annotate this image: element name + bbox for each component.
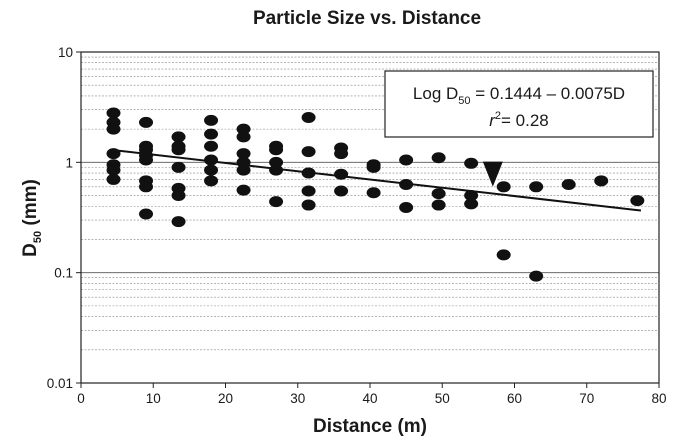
equation-line-1: Log D50 = 0.1444 – 0.0075D [413,84,625,107]
data-point [269,196,284,208]
data-point [139,181,154,193]
x-tick-label: 80 [651,391,666,406]
data-point [431,188,446,200]
data-point [204,128,219,140]
data-point [301,199,316,211]
data-point [171,190,186,202]
data-point [236,164,251,176]
data-point [204,175,219,187]
data-point [204,164,219,176]
data-point [236,148,251,160]
data-point [366,161,381,173]
data-point [334,148,349,160]
data-point [334,168,349,180]
equation-line-2: r2= 0.28 [489,110,549,130]
data-point [496,249,511,261]
x-tick-label: 40 [362,391,377,406]
data-point [334,185,349,197]
data-point [106,107,121,119]
arrow-marker [482,161,503,187]
x-tick-label: 20 [218,391,233,406]
data-point [106,123,121,135]
equation-box: Log D50 = 0.1444 – 0.0075D r2= 0.28 [384,70,654,138]
data-point [171,131,186,143]
x-axis-ticks: 0 10 20 30 40 50 60 70 80 [77,383,667,406]
data-point [204,154,219,166]
x-tick-label: 10 [146,391,161,406]
y-tick-label: 0.01 [47,376,73,391]
data-point [139,208,154,220]
data-point [529,270,544,282]
y-tick-label: 10 [58,45,73,60]
equation-box-frame [384,70,654,138]
x-axis-label: Distance (m) [313,416,427,437]
data-point [366,187,381,199]
data-point [269,144,284,156]
data-point [204,114,219,126]
data-point [529,181,544,193]
data-point [106,164,121,176]
data-point [269,156,284,168]
data-point [496,181,511,193]
data-point [464,157,479,169]
data-point [431,199,446,211]
data-point [236,184,251,196]
data-point [561,178,576,190]
plot-frame [80,51,660,384]
data-point [204,140,219,152]
data-point [301,111,316,123]
x-tick-label: 60 [507,391,522,406]
data-point [139,116,154,128]
y-tick-label: 1 [65,155,73,170]
y-tick-label: 0.1 [54,266,73,281]
data-point [171,144,186,156]
x-tick-label: 50 [435,391,450,406]
data-point [399,201,414,213]
data-point [301,146,316,158]
data-point [594,175,609,187]
x-tick-label: 70 [579,391,594,406]
data-point [630,195,645,207]
x-tick-label: 30 [290,391,305,406]
x-tick-label: 0 [77,391,85,406]
data-point [236,123,251,135]
y-axis-label: D50 (mm) [20,179,44,257]
regression-line [113,149,642,212]
chart-title: Particle Size vs. Distance [253,8,481,29]
y-axis-ticks: 0.01 0.1 1 10 [47,45,81,391]
data-point [171,216,186,228]
data-point [464,190,479,202]
data-point [301,185,316,197]
data-point [106,173,121,185]
data-point [139,154,154,166]
data-point [236,131,251,143]
data-point [171,161,186,173]
data-point [464,198,479,210]
data-point [431,152,446,164]
data-point [399,154,414,166]
